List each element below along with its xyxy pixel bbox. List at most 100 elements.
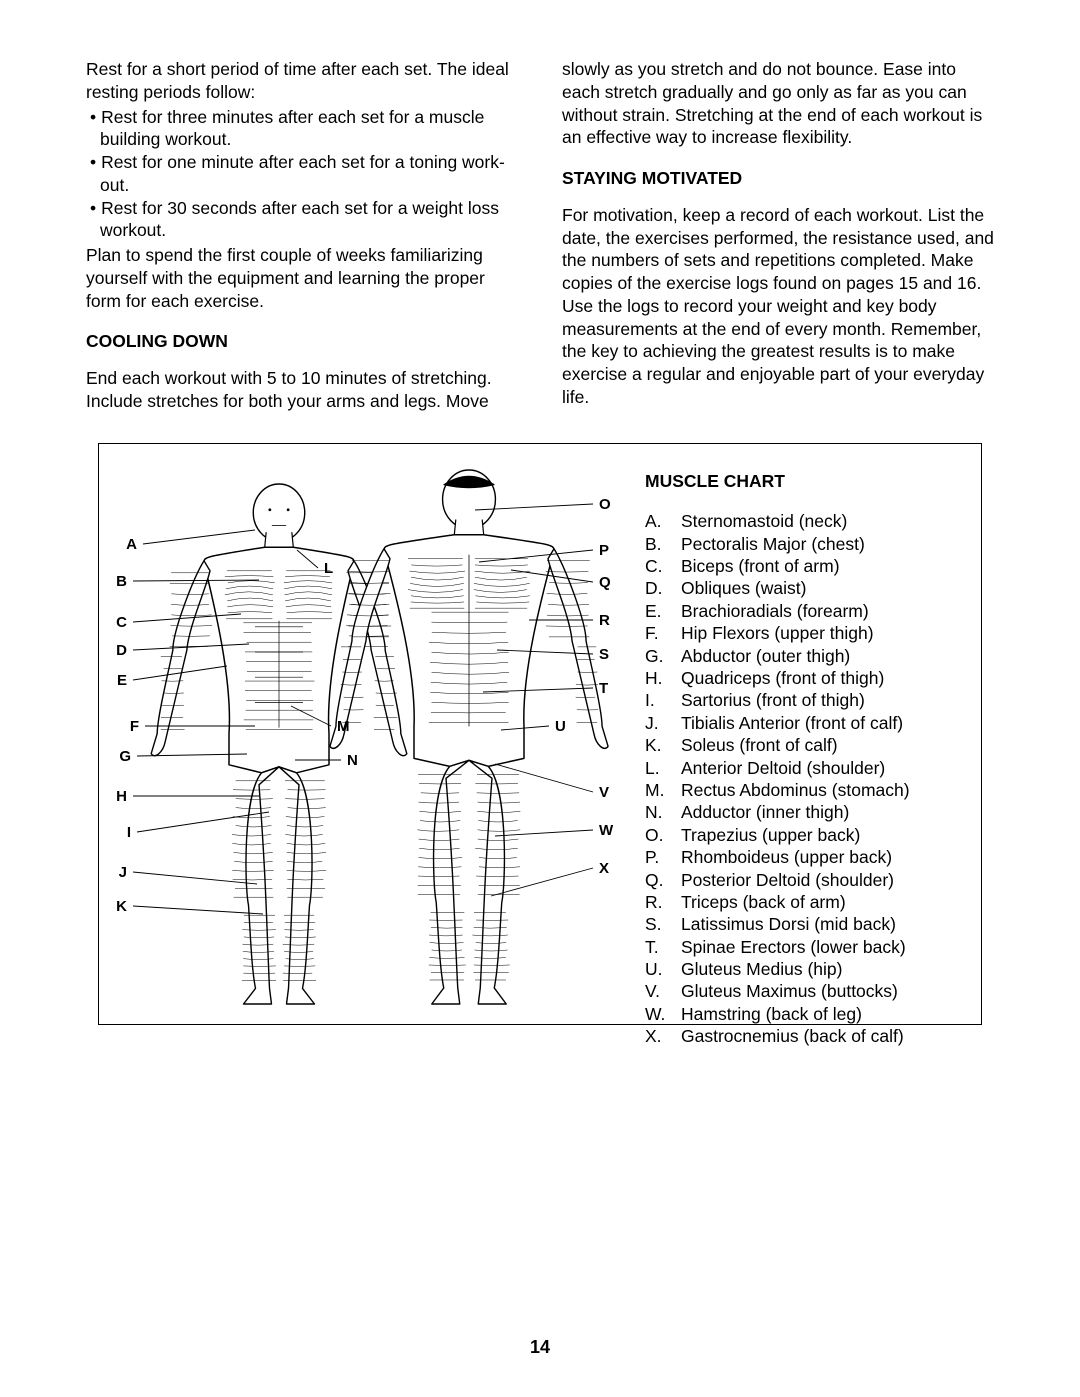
legend-letter: S.: [645, 913, 681, 935]
legend-name: Sternomastoid (neck): [681, 510, 969, 532]
svg-text:M: M: [337, 718, 350, 735]
legend-name: Triceps (back of arm): [681, 891, 969, 913]
legend-row: V.Gluteus Maximus (buttocks): [645, 980, 969, 1002]
svg-text:D: D: [116, 642, 127, 659]
legend-letter: X.: [645, 1025, 681, 1047]
muscle-chart-legend: MUSCLE CHART A.Sternomastoid (neck)B.Pec…: [645, 470, 969, 1048]
svg-text:I: I: [127, 824, 131, 841]
svg-text:A: A: [126, 536, 137, 553]
legend-name: Brachioradials (forearm): [681, 600, 969, 622]
svg-text:P: P: [599, 542, 609, 559]
svg-text:R: R: [599, 612, 610, 629]
legend-row: N.Adductor (inner thigh): [645, 801, 969, 823]
legend-name: Rhomboideus (upper back): [681, 846, 969, 868]
legend-row: R.Triceps (back of arm): [645, 891, 969, 913]
muscle-legend-list: A.Sternomastoid (neck)B.Pectoralis Major…: [645, 510, 969, 1047]
rest-bullets: Rest for three minutes after each set fo…: [86, 106, 518, 243]
staying-motivated-heading: STAYING MOTIVATED: [562, 167, 994, 190]
legend-name: Quadriceps (front of thigh): [681, 667, 969, 689]
legend-letter: I.: [645, 689, 681, 711]
legend-letter: N.: [645, 801, 681, 823]
legend-row: G.Abductor (outer thigh): [645, 645, 969, 667]
muscle-chart-box: ABCDEFGHIJKOPQRSTUVWXLMN MUSCLE CHART A.…: [98, 443, 982, 1025]
legend-letter: K.: [645, 734, 681, 756]
legend-letter: A.: [645, 510, 681, 532]
page: Rest for a short period of time after ea…: [0, 0, 1080, 1025]
rest-outro: Plan to spend the first couple of weeks …: [86, 244, 518, 312]
legend-name: Obliques (waist): [681, 577, 969, 599]
legend-name: Spinae Erectors (lower back): [681, 936, 969, 958]
legend-letter: G.: [645, 645, 681, 667]
svg-text:Q: Q: [599, 574, 611, 591]
legend-name: Adductor (inner thigh): [681, 801, 969, 823]
rest-bullet: Rest for three minutes after each set fo…: [86, 106, 518, 152]
legend-name: Hip Flexors (upper thigh): [681, 622, 969, 644]
rest-bullet: Rest for 30 seconds after each set for a…: [86, 197, 518, 243]
svg-text:B: B: [116, 573, 127, 590]
svg-text:W: W: [599, 822, 614, 839]
legend-letter: P.: [645, 846, 681, 868]
legend-name: Gluteus Maximus (buttocks): [681, 980, 969, 1002]
legend-name: Posterior Deltoid (shoulder): [681, 869, 969, 891]
legend-name: Rectus Abdominus (stomach): [681, 779, 969, 801]
svg-text:O: O: [599, 496, 611, 513]
legend-row: K.Soleus (front of calf): [645, 734, 969, 756]
svg-text:U: U: [555, 718, 566, 735]
legend-letter: C.: [645, 555, 681, 577]
left-column: Rest for a short period of time after ea…: [86, 58, 518, 415]
legend-row: U.Gluteus Medius (hip): [645, 958, 969, 980]
legend-letter: O.: [645, 824, 681, 846]
staying-motivated-body: For motivation, keep a record of each wo…: [562, 204, 994, 409]
legend-letter: H.: [645, 667, 681, 689]
legend-letter: M.: [645, 779, 681, 801]
muscle-chart-title: MUSCLE CHART: [645, 470, 969, 493]
legend-name: Sartorius (front of thigh): [681, 689, 969, 711]
legend-row: S.Latissimus Dorsi (mid back): [645, 913, 969, 935]
legend-row: O.Trapezius (upper back): [645, 824, 969, 846]
right-column: slowly as you stretch and do not bounce.…: [562, 58, 994, 415]
svg-text:N: N: [347, 752, 358, 769]
legend-letter: Q.: [645, 869, 681, 891]
legend-row: P.Rhomboideus (upper back): [645, 846, 969, 868]
page-number: 14: [0, 1336, 1080, 1359]
legend-name: Anterior Deltoid (shoulder): [681, 757, 969, 779]
text-columns: Rest for a short period of time after ea…: [86, 58, 994, 415]
legend-name: Biceps (front of arm): [681, 555, 969, 577]
legend-name: Gluteus Medius (hip): [681, 958, 969, 980]
svg-text:X: X: [599, 860, 609, 877]
legend-row: H.Quadriceps (front of thigh): [645, 667, 969, 689]
legend-row: F.Hip Flexors (upper thigh): [645, 622, 969, 644]
svg-text:G: G: [119, 748, 131, 765]
legend-row: D.Obliques (waist): [645, 577, 969, 599]
legend-row: I.Sartorius (front of thigh): [645, 689, 969, 711]
rest-bullet: Rest for one minute after each set for a…: [86, 151, 518, 197]
svg-text:T: T: [599, 680, 608, 697]
legend-letter: U.: [645, 958, 681, 980]
svg-text:J: J: [119, 864, 127, 881]
svg-text:F: F: [130, 718, 139, 735]
legend-letter: D.: [645, 577, 681, 599]
svg-text:L: L: [324, 560, 333, 577]
legend-letter: W.: [645, 1003, 681, 1025]
legend-letter: E.: [645, 600, 681, 622]
legend-name: Soleus (front of calf): [681, 734, 969, 756]
legend-letter: T.: [645, 936, 681, 958]
legend-row: E.Brachioradials (forearm): [645, 600, 969, 622]
legend-row: X.Gastrocnemius (back of calf): [645, 1025, 969, 1047]
legend-letter: L.: [645, 757, 681, 779]
svg-text:K: K: [116, 898, 127, 915]
legend-letter: R.: [645, 891, 681, 913]
cooling-down-heading: COOLING DOWN: [86, 330, 518, 353]
svg-text:H: H: [116, 788, 127, 805]
legend-name: Hamstring (back of leg): [681, 1003, 969, 1025]
svg-text:S: S: [599, 646, 609, 663]
legend-row: A.Sternomastoid (neck): [645, 510, 969, 532]
legend-name: Trapezius (upper back): [681, 824, 969, 846]
muscle-diagram: ABCDEFGHIJKOPQRSTUVWXLMN: [99, 444, 631, 1026]
legend-letter: J.: [645, 712, 681, 734]
legend-letter: B.: [645, 533, 681, 555]
legend-name: Tibialis Anterior (front of calf): [681, 712, 969, 734]
rest-intro: Rest for a short period of time after ea…: [86, 58, 518, 104]
legend-row: T.Spinae Erectors (lower back): [645, 936, 969, 958]
legend-letter: V.: [645, 980, 681, 1002]
